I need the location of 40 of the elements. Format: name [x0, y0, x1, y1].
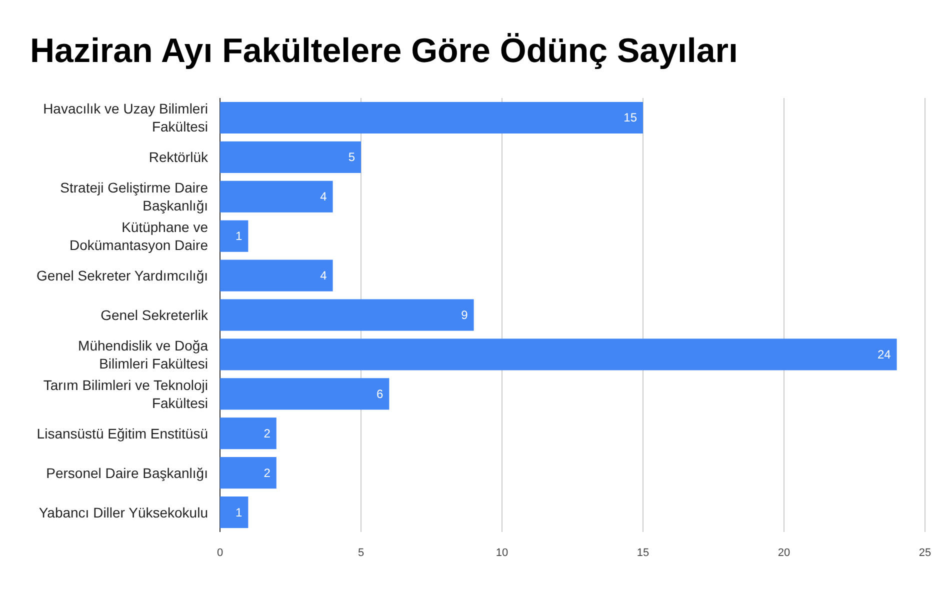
y-tick-label: Rektörlük: [148, 149, 209, 166]
data-label: 5: [348, 150, 356, 164]
data-label: 15: [624, 110, 638, 125]
data-label: 4: [320, 268, 328, 283]
x-tick-label: 5: [358, 547, 364, 559]
y-tick-label: Kütüphane ve Dokümantasyon Daire: [69, 219, 208, 254]
data-label: 1: [236, 505, 243, 520]
chart-title: Haziran Ayı Fakültelere Göre Ödünç Sayıları: [30, 32, 738, 70]
bar: [220, 141, 361, 173]
y-tick-label: Yabancı Diller Yüksekokulu: [38, 504, 208, 520]
y-tick-label: Strateji Geliştirme Daire Başkanlığı: [60, 180, 208, 214]
data-label: 6: [376, 386, 384, 401]
data-label: 9: [461, 308, 468, 322]
x-tick-label: 25: [918, 547, 932, 559]
data-label: 2: [264, 426, 271, 440]
data-label: 24: [877, 347, 892, 362]
x-tick-label: 10: [496, 547, 508, 559]
bar: [220, 299, 474, 331]
data-label: 4: [320, 190, 328, 204]
data-label: 2: [264, 466, 271, 480]
bar: [220, 457, 276, 489]
x-tick-label: 20: [778, 547, 790, 559]
y-tick-label: Genel Sekreter Yardımcılığı: [36, 268, 208, 284]
bar: [220, 180, 333, 212]
y-tick-label: Tarım Bilimleri ve Teknoloji Fakültesi: [43, 376, 208, 411]
y-tick-label: Lisansüstü Eğitim Enstitüsü: [36, 425, 208, 442]
data-label: 1: [236, 229, 243, 244]
y-tick-label: Mühendislik ve Doğa Bilimleri Fakültesi: [78, 337, 208, 372]
x-tick-label: 0: [216, 547, 224, 559]
y-tick-label: Genel Sekreterlik: [100, 307, 209, 323]
bar: [220, 496, 248, 528]
x-tick-label: 15: [636, 547, 650, 559]
bar: [220, 378, 390, 410]
bar: [220, 260, 333, 292]
bar: [220, 338, 897, 370]
bar: [220, 102, 643, 134]
bar: [220, 220, 248, 252]
y-tick-label: Personel Daire Başkanlığı: [46, 464, 208, 481]
y-tick-label: Havacılık ve Uzay Bilimleri Fakültesi: [43, 100, 208, 135]
bar: [220, 418, 276, 450]
